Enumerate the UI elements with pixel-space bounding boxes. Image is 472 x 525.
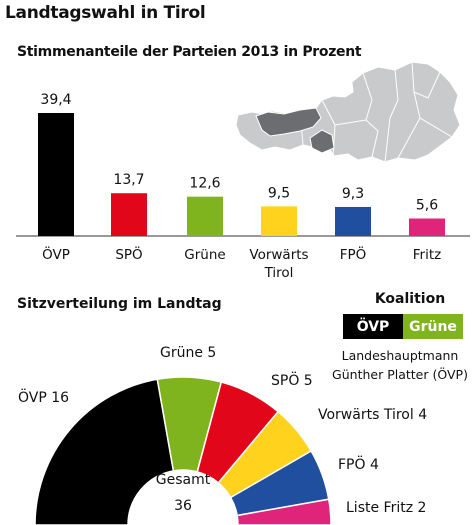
category-label-vorwaerts-tirol: Tirol: [264, 265, 294, 281]
seat-label-fpoe: FPÖ 4: [338, 455, 379, 473]
bar-value-label-oevp: 39,4: [40, 92, 71, 108]
bar-vorwaerts-tirol: [261, 206, 297, 236]
bar-value-label-spoe: 13,7: [113, 172, 144, 188]
coalition-box: ÖVP Grüne: [343, 314, 463, 339]
category-label-fritz: Fritz: [413, 247, 441, 263]
coalition-title: Koalition: [374, 291, 446, 307]
seat-label-spoe: SPÖ 5: [271, 371, 313, 389]
category-label-oevp: ÖVP: [42, 245, 70, 263]
bar-chart-subtitle: Stimmenanteile der Parteien 2013 in Proz…: [17, 44, 362, 60]
seat-label-gruene: Grüne 5: [160, 345, 216, 361]
coalition-note-line1: Landeshauptmann: [341, 348, 459, 363]
seat-segment-oevp: [34, 378, 175, 525]
category-label-vorwaerts-tirol: Vorwärts: [249, 247, 308, 263]
seat-segment-liste-fritz: [236, 498, 332, 525]
category-label-spoe: SPÖ: [115, 245, 142, 263]
bar-value-label-fpoe: 9,3: [342, 186, 364, 202]
coalition-note: Landeshauptmann Günther Platter (ÖVP): [330, 346, 470, 384]
seat-total-label: Gesamt: [156, 472, 211, 488]
seat-label-vorwaerts-tirol: Vorwärts Tirol 4: [318, 407, 427, 423]
seat-chart-title: Sitzverteilung im Landtag: [17, 296, 222, 312]
bar-value-label-vorwaerts-tirol: 9,5: [268, 185, 290, 201]
bar-fritz: [409, 218, 445, 236]
coalition-party-ovp: ÖVP: [343, 314, 403, 339]
bar-value-label-fritz: 5,6: [416, 198, 438, 214]
coalition-party-gruene: Grüne: [403, 314, 463, 339]
bar-oevp: [38, 113, 74, 236]
bar-spoe: [111, 193, 147, 236]
category-label-gruene: Grüne: [184, 247, 225, 263]
bar-chart: 39,4 ÖVP 13,7 SPÖ 12,6 Grüne 9,5 Vorwärts Tirol 9…: [16, 92, 470, 281]
seat-total-value: 36: [174, 498, 192, 514]
category-label-fpoe: FPÖ: [340, 245, 367, 263]
bar-gruene: [187, 196, 223, 236]
seat-label-liste-fritz: Liste Fritz 2: [346, 500, 426, 516]
bar-fpoe: [335, 206, 371, 236]
seat-label-oevp: ÖVP 16: [18, 388, 69, 406]
bar-value-label-gruene: 12,6: [189, 176, 220, 192]
coalition-note-line2: Günther Platter (ÖVP): [332, 367, 468, 382]
page-title: Landtagswahl in Tirol: [5, 3, 206, 23]
